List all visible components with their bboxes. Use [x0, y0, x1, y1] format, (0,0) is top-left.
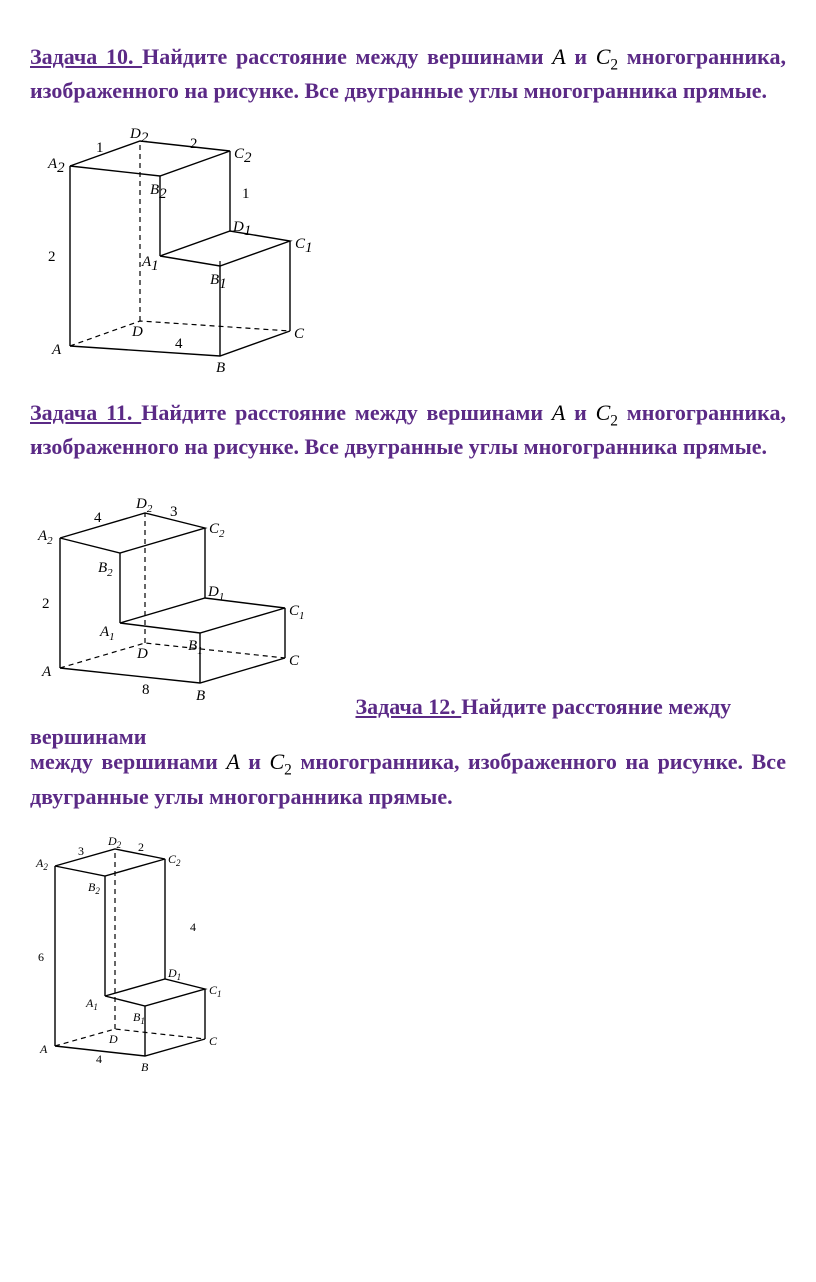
svg-text:C2: C2: [168, 852, 181, 868]
svg-text:1: 1: [242, 186, 250, 202]
svg-text:4: 4: [175, 336, 183, 352]
svg-text:4: 4: [96, 1052, 102, 1066]
figure-11: A B C D A1 B1 C1 D1 A2 B2 C2 D2 4 3 2 8: [30, 478, 350, 708]
svg-text:C: C: [294, 326, 305, 342]
svg-text:2: 2: [190, 136, 198, 152]
svg-text:C: C: [289, 653, 300, 669]
problem-12-text-cont: между вершинами A и C2 многогранника, из…: [30, 747, 786, 811]
svg-text:A2: A2: [37, 528, 53, 547]
svg-text:2: 2: [48, 249, 56, 265]
svg-text:C1: C1: [289, 603, 305, 622]
figure-12: A B C D A1 B1 C1 D1 A2 B2 C2 D2 3 2 6 4 …: [30, 821, 786, 1081]
problem-11-number: Задача 11.: [30, 400, 141, 425]
svg-text:B2: B2: [98, 560, 113, 579]
svg-text:C2: C2: [234, 146, 252, 166]
svg-text:A2: A2: [35, 856, 48, 872]
problem-10-number: Задача 10.: [30, 44, 142, 69]
svg-text:8: 8: [142, 682, 150, 698]
svg-text:C: C: [209, 1034, 218, 1048]
svg-text:4: 4: [190, 920, 196, 934]
svg-text:B: B: [141, 1060, 149, 1074]
svg-text:B: B: [216, 360, 225, 376]
svg-text:2: 2: [42, 596, 50, 612]
svg-text:A: A: [51, 342, 62, 358]
problem-10-text: Задача 10. Найдите расстояние между верш…: [30, 42, 786, 106]
svg-text:3: 3: [170, 504, 178, 520]
svg-text:B1: B1: [133, 1010, 145, 1026]
svg-text:C1: C1: [209, 983, 222, 999]
svg-text:B2: B2: [88, 880, 100, 896]
svg-text:C1: C1: [295, 236, 313, 256]
figure-10: A B C D A1 B1 C1 D1 A2 B2 C2 D2 1 2 2 1 …: [30, 116, 786, 376]
svg-text:D2: D2: [129, 126, 149, 146]
svg-text:D1: D1: [207, 584, 224, 603]
svg-text:B1: B1: [210, 272, 227, 292]
svg-text:B: B: [196, 688, 205, 704]
svg-text:D: D: [131, 324, 143, 340]
svg-text:D: D: [136, 646, 148, 662]
problem-12-number: Задача 12.: [356, 694, 462, 719]
svg-text:A: A: [39, 1042, 48, 1056]
svg-text:2: 2: [138, 840, 144, 854]
svg-text:A1: A1: [99, 624, 115, 643]
svg-text:D2: D2: [135, 496, 153, 515]
svg-text:B2: B2: [150, 182, 167, 202]
svg-text:3: 3: [78, 844, 84, 858]
svg-text:D1: D1: [167, 966, 181, 982]
svg-text:6: 6: [38, 950, 44, 964]
svg-text:1: 1: [96, 140, 104, 156]
svg-text:D1: D1: [232, 219, 251, 239]
problem-11-text: Задача 11. Найдите расстояние между верш…: [30, 398, 786, 462]
svg-text:A1: A1: [141, 254, 159, 274]
svg-text:A2: A2: [47, 156, 65, 176]
svg-text:A: A: [41, 664, 52, 680]
svg-text:A1: A1: [85, 996, 98, 1012]
svg-text:D2: D2: [107, 834, 122, 850]
svg-text:4: 4: [94, 510, 102, 526]
svg-text:C2: C2: [209, 521, 225, 540]
svg-text:D: D: [108, 1032, 118, 1046]
